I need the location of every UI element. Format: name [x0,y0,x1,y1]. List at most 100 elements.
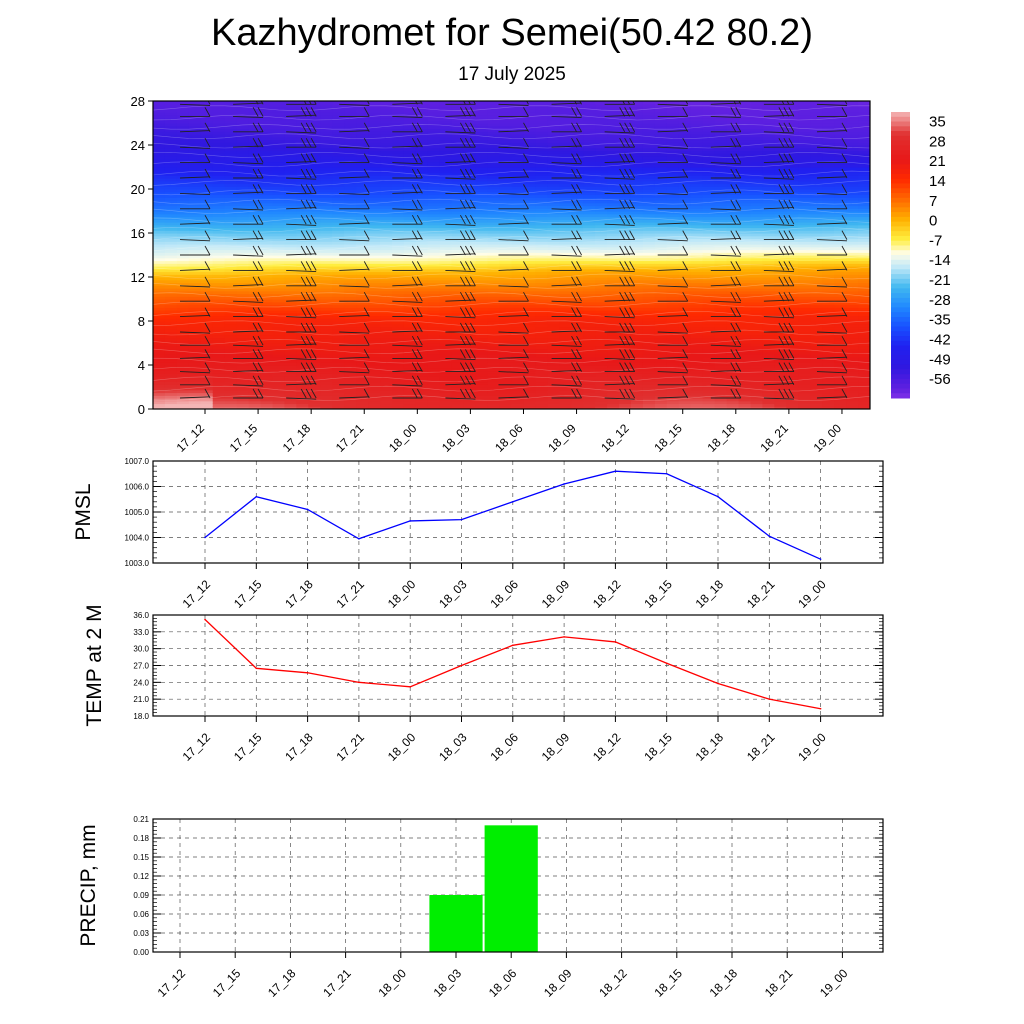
heatmap-cell [224,238,238,242]
heatmap-cell [523,134,536,138]
heatmap-cell [176,403,190,407]
heatmap-cell [392,387,405,391]
heatmap-cell [212,117,226,121]
heatmap-cell [236,175,250,179]
heatmap-cell [511,351,525,355]
heatmap-cell [356,315,369,319]
heatmap-cell [272,147,286,152]
heatmap-cell [248,271,262,275]
heatmap-cell [212,244,226,248]
heatmap-cell [380,351,393,355]
heatmap-cell [248,359,262,363]
heatmap-cell [164,227,178,231]
heatmap-cell [320,356,333,361]
heatmap-cell [356,307,369,311]
heatmap-cell [260,134,274,138]
heatmap-cell [368,139,381,143]
heatmap-cell [153,197,166,201]
heatmap-cell [164,337,178,341]
heatmap-cell [403,406,417,409]
heatmap-cell [153,340,166,344]
heatmap-cell [296,241,309,245]
heatmap-cell [427,373,441,377]
heatmap-cell [368,142,381,146]
heatmap-cell [511,359,525,363]
heatmap-cell [212,153,226,157]
heatmap-cell [332,296,345,300]
heatmap-cell [320,365,333,369]
heatmap-cell [368,205,381,209]
heatmap-cell [451,156,465,160]
heatmap-cell [475,398,489,402]
heatmap-cell [260,202,274,207]
heatmap-cell [212,106,226,110]
heatmap-cell [176,194,190,198]
heatmap-cell [427,332,441,336]
heatmap-cell [200,288,214,292]
heatmap-cell [176,263,190,267]
heatmap-cell [535,354,548,358]
heatmap-cell [284,252,297,256]
heatmap-cell [368,180,381,185]
heatmap-cell [523,378,536,383]
heatmap-cell [272,186,286,190]
heatmap-cell [176,304,190,308]
heatmap-cell [392,222,405,226]
heatmap-cell [176,296,190,300]
heatmap-cell [153,310,166,314]
heatmap-cell [272,271,286,275]
heatmap-cell [463,211,477,215]
heatmap-cell [439,387,453,391]
heatmap-cell [380,263,393,267]
heatmap-cell [296,312,309,317]
heatmap-cell [451,301,465,306]
heatmap-cell [463,359,477,363]
heatmap-cell [153,323,166,328]
heatmap-cell [176,134,190,138]
heatmap-cell [153,387,166,391]
heatmap-cell [236,307,250,311]
heatmap-cell [487,106,501,110]
heatmap-cell [224,307,238,311]
heatmap-cell [380,271,393,275]
heatmap-cell [463,213,477,218]
heatmap-cell [403,183,417,187]
heatmap-cell [200,282,214,286]
heatmap-cell [344,109,357,113]
heatmap-cell [224,403,238,407]
heatmap-cell [176,345,190,350]
heatmap-cell [236,202,250,207]
heatmap-cell [487,117,501,121]
heatmap-cell [475,224,489,229]
heatmap-cell [212,318,226,322]
heatmap-cell [320,109,333,113]
heatmap-cell [320,301,333,306]
heatmap-cell [403,235,417,240]
heatmap-cell [380,362,393,366]
heatmap-cell [439,142,453,146]
heatmap-cell [380,222,393,226]
heatmap-cell [164,233,178,237]
heatmap-cell [188,381,202,385]
heatmap-cell [284,139,297,143]
heatmap-cell [224,384,238,388]
heatmap-cell [439,213,453,218]
heatmap-cell [451,227,465,231]
heatmap-cell [392,219,405,223]
heatmap-cell [284,365,297,369]
heatmap-cell [439,131,453,135]
heatmap-cell [511,117,525,121]
heatmap-cell [523,194,536,198]
heatmap-cell [284,282,297,286]
heatmap-cell [260,271,274,275]
heatmap-cell [523,304,536,308]
heatmap-cell [296,354,309,358]
heatmap-cell [308,213,321,218]
heatmap-cell [188,318,202,322]
heatmap-cell [487,139,501,143]
heatmap-cell [392,384,405,388]
heatmap-cell [320,263,333,267]
heatmap-cell [475,277,489,281]
heatmap-cell [403,246,417,251]
heatmap-cell [380,200,393,204]
